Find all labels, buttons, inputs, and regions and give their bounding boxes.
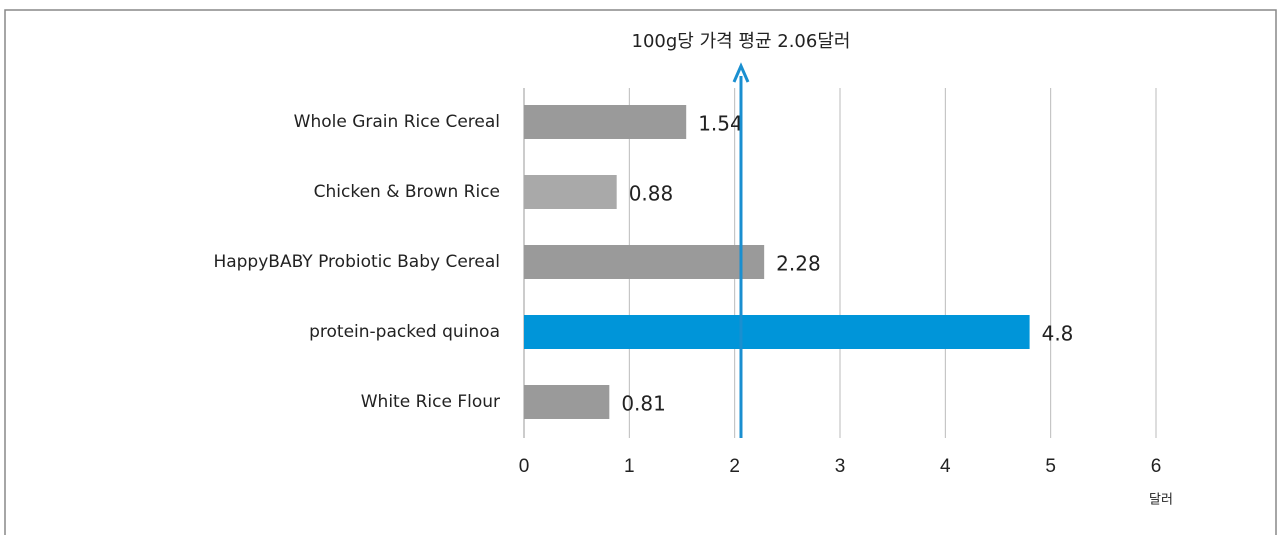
y-tick-label: White Rice Flour <box>361 392 500 412</box>
x-axis-unit: 달러 <box>1149 493 1173 508</box>
y-tick-label: HappyBABY Probiotic Baby Cereal <box>213 252 500 272</box>
frame <box>4 9 1277 539</box>
x-tick-label: 2 <box>729 456 740 477</box>
bar <box>524 385 610 419</box>
x-tick-label: 1 <box>624 456 635 477</box>
y-tick-label: Whole Grain Rice Cereal <box>294 112 500 132</box>
bar <box>524 175 617 209</box>
x-tick-label: 5 <box>1045 456 1056 477</box>
average-arrowhead <box>732 62 750 83</box>
bar <box>524 315 1030 349</box>
y-tick-label: protein-packed quinoa <box>309 322 500 342</box>
chart-title: 100g당 가격 평균 2.06달러 <box>632 31 851 52</box>
bar <box>524 105 687 139</box>
bar <box>524 245 765 279</box>
x-tick-label: 3 <box>835 456 846 477</box>
y-tick-label: Chicken & Brown Rice <box>314 182 500 202</box>
value-label: 1.54 <box>698 112 743 136</box>
value-label: 4.8 <box>1042 322 1074 346</box>
value-label: 2.28 <box>776 252 821 276</box>
x-tick-label: 0 <box>519 456 530 477</box>
value-label: 0.81 <box>621 392 666 416</box>
x-tick-label: 4 <box>940 456 951 477</box>
x-tick-label: 6 <box>1151 456 1162 477</box>
value-label: 0.88 <box>629 182 674 206</box>
